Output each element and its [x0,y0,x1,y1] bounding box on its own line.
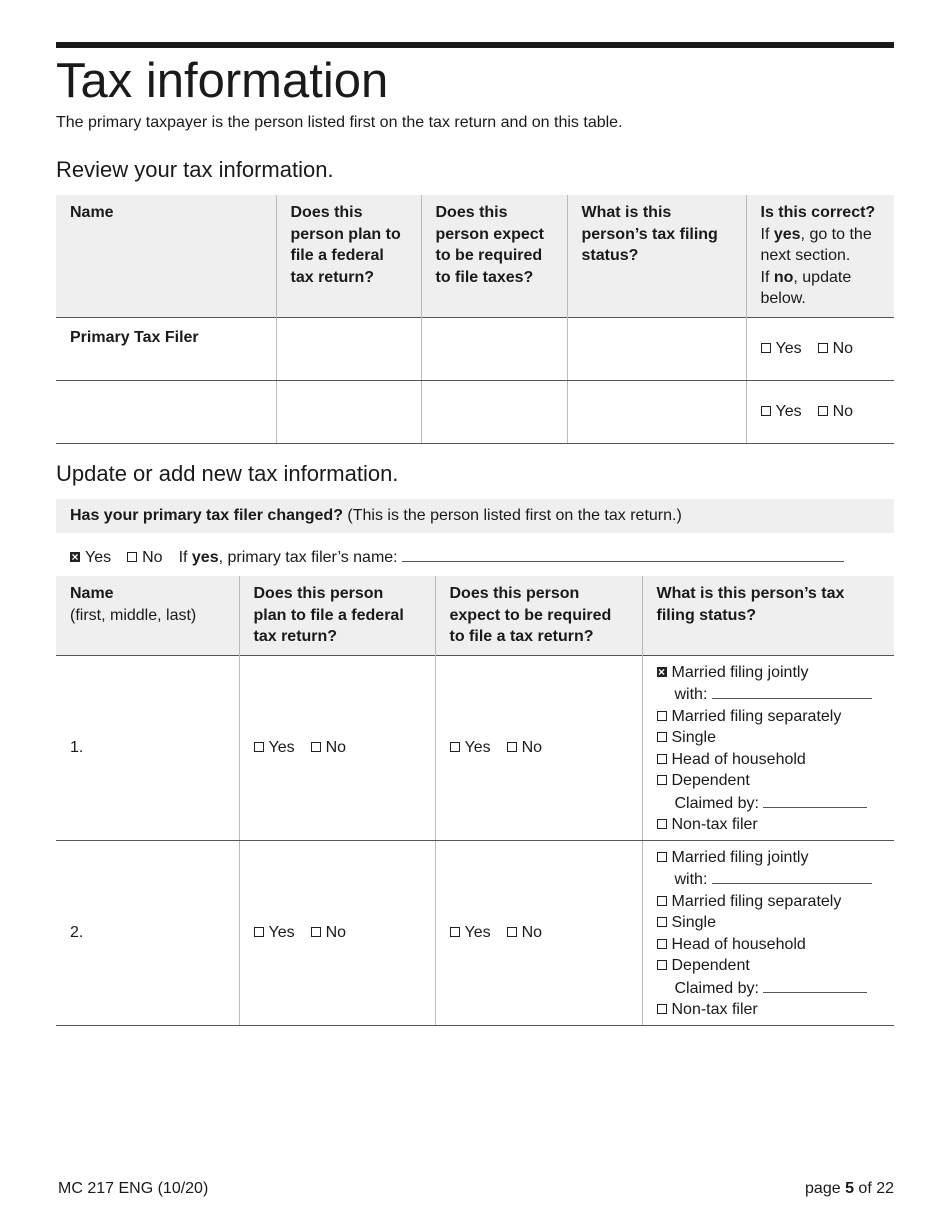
cell-status[interactable] [566,317,746,381]
status-checkbox[interactable] [656,753,667,764]
cell-expect[interactable] [420,380,567,444]
row-name: Primary Tax Filer [56,317,276,381]
table-row: Primary Tax Filer Yes No [56,317,894,381]
no-checkbox[interactable] [310,926,321,937]
table-row: 2. Yes No Yes No Married filing jointly with: … [56,840,894,1026]
primary-filer-name-field[interactable] [402,545,845,562]
update-heading: Update or add new tax information. [56,461,399,486]
status-option-ntf[interactable]: Non-tax filer [656,814,881,836]
status-checkbox[interactable] [656,938,667,949]
no-checkbox[interactable] [127,552,138,562]
status-option-hoh[interactable]: Head of household [656,934,881,956]
review-heading: Review your tax information. [56,157,334,182]
yes-checkbox[interactable] [760,342,771,353]
yes-checkbox[interactable] [449,926,460,937]
col-correct: Is this correct? If yes, go to the next s… [745,195,894,317]
cell-expect[interactable] [420,317,567,381]
claimed-by-field[interactable] [763,792,868,808]
col-name: Name [56,195,276,317]
claimed-by-field[interactable] [763,977,868,993]
status-checkbox[interactable] [656,732,667,742]
status-checkbox[interactable] [656,775,667,785]
status-option-dep[interactable]: Dependent [656,770,881,792]
row-number[interactable]: 1. [56,655,239,841]
no-checkbox[interactable] [506,741,517,752]
row-name[interactable] [56,380,276,444]
cell-status[interactable] [566,380,746,444]
no-checkbox[interactable] [506,926,517,937]
col-status: What is this person’s tax filing status? [566,195,746,317]
status-option-mfs[interactable]: Married filing separately [656,891,881,913]
col-plan: Does this person plan to file a federal … [238,576,435,655]
yes-checkbox[interactable] [253,926,264,937]
row-number[interactable]: 2. [56,840,239,1026]
status-checkbox[interactable] [656,960,667,970]
cell-plan[interactable] [275,317,421,381]
form-id: MC 217 ENG (10/20) [58,1180,209,1197]
col-name: Name (first, middle, last) [56,576,239,655]
update-table: Name (first, middle, last) Does this pers… [56,576,894,1026]
no-checkbox[interactable] [817,342,828,353]
no-checkbox[interactable] [310,741,321,752]
intro-text: The primary taxpayer is the person liste… [56,114,623,131]
col-plan: Does this person plan to file a federal … [275,195,421,317]
status-checkbox[interactable] [656,819,667,829]
status-checkbox[interactable] [656,1004,667,1014]
no-checkbox[interactable] [817,405,828,416]
yes-checkbox[interactable] [760,405,771,416]
status-option-ntf[interactable]: Non-tax filer [656,999,881,1021]
col-expect: Does this person expect to be required t… [420,195,567,317]
status-checkbox[interactable] [656,895,667,906]
yes-checkbox[interactable] [70,547,80,567]
status-checkbox[interactable] [656,710,667,721]
status-option-hoh[interactable]: Head of household [656,749,881,771]
status-option-mfs[interactable]: Married filing separately [656,706,881,728]
page-title: Tax information [56,54,389,108]
table-row: Yes No [56,380,894,444]
status-checkbox[interactable] [656,917,667,927]
filer-changed-question: Has your primary tax filer changed? (Thi… [56,499,894,533]
col-expect: Does this person expect to be required t… [434,576,642,655]
status-option-mfj[interactable]: Married filing jointly [656,662,881,684]
status-option-mfj[interactable]: Married filing jointly [656,847,881,869]
status-checkbox[interactable] [656,851,667,862]
yes-checkbox[interactable] [253,741,264,752]
page-number: page 5 of 22 [805,1180,894,1197]
with-field[interactable] [711,683,872,699]
col-status: What is this person’s tax filing status? [641,576,894,655]
status-checkbox[interactable] [656,662,667,682]
review-table: Name Does this person plan to file a fed… [56,195,894,444]
status-option-single[interactable]: Single [656,727,881,749]
status-option-single[interactable]: Single [656,912,881,934]
with-field[interactable] [711,868,872,884]
cell-plan[interactable] [275,380,421,444]
status-option-dep[interactable]: Dependent [656,955,881,977]
top-rule [56,42,894,48]
yes-checkbox[interactable] [449,741,460,752]
